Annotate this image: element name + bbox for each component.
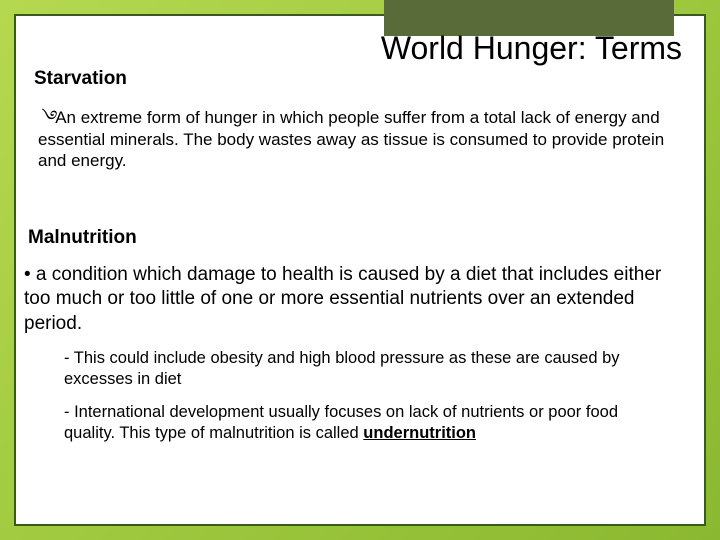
starvation-definition-text: An extreme form of hunger in which peopl…	[38, 108, 664, 170]
malnutrition-subpoint-2: - International development usually focu…	[64, 402, 666, 444]
content-frame: World Hunger: Terms Starvation ࿓An extre…	[14, 14, 706, 526]
subpoint-2-prefix: - International development usually focu…	[64, 403, 618, 442]
swash-bullet-icon: ࿓	[38, 107, 55, 127]
term-starvation-definition: ࿓An extreme form of hunger in which peop…	[38, 106, 686, 171]
term-malnutrition-heading: Malnutrition	[28, 227, 686, 249]
undernutrition-term: undernutrition	[363, 424, 476, 442]
term-malnutrition-definition: • a condition which damage to health is …	[24, 263, 686, 336]
slide-background: World Hunger: Terms Starvation ࿓An extre…	[0, 0, 720, 540]
malnutrition-subpoint-1: - This could include obesity and high bl…	[64, 348, 666, 390]
term-starvation-heading: Starvation	[34, 68, 686, 90]
slide-title: World Hunger: Terms	[381, 30, 682, 67]
